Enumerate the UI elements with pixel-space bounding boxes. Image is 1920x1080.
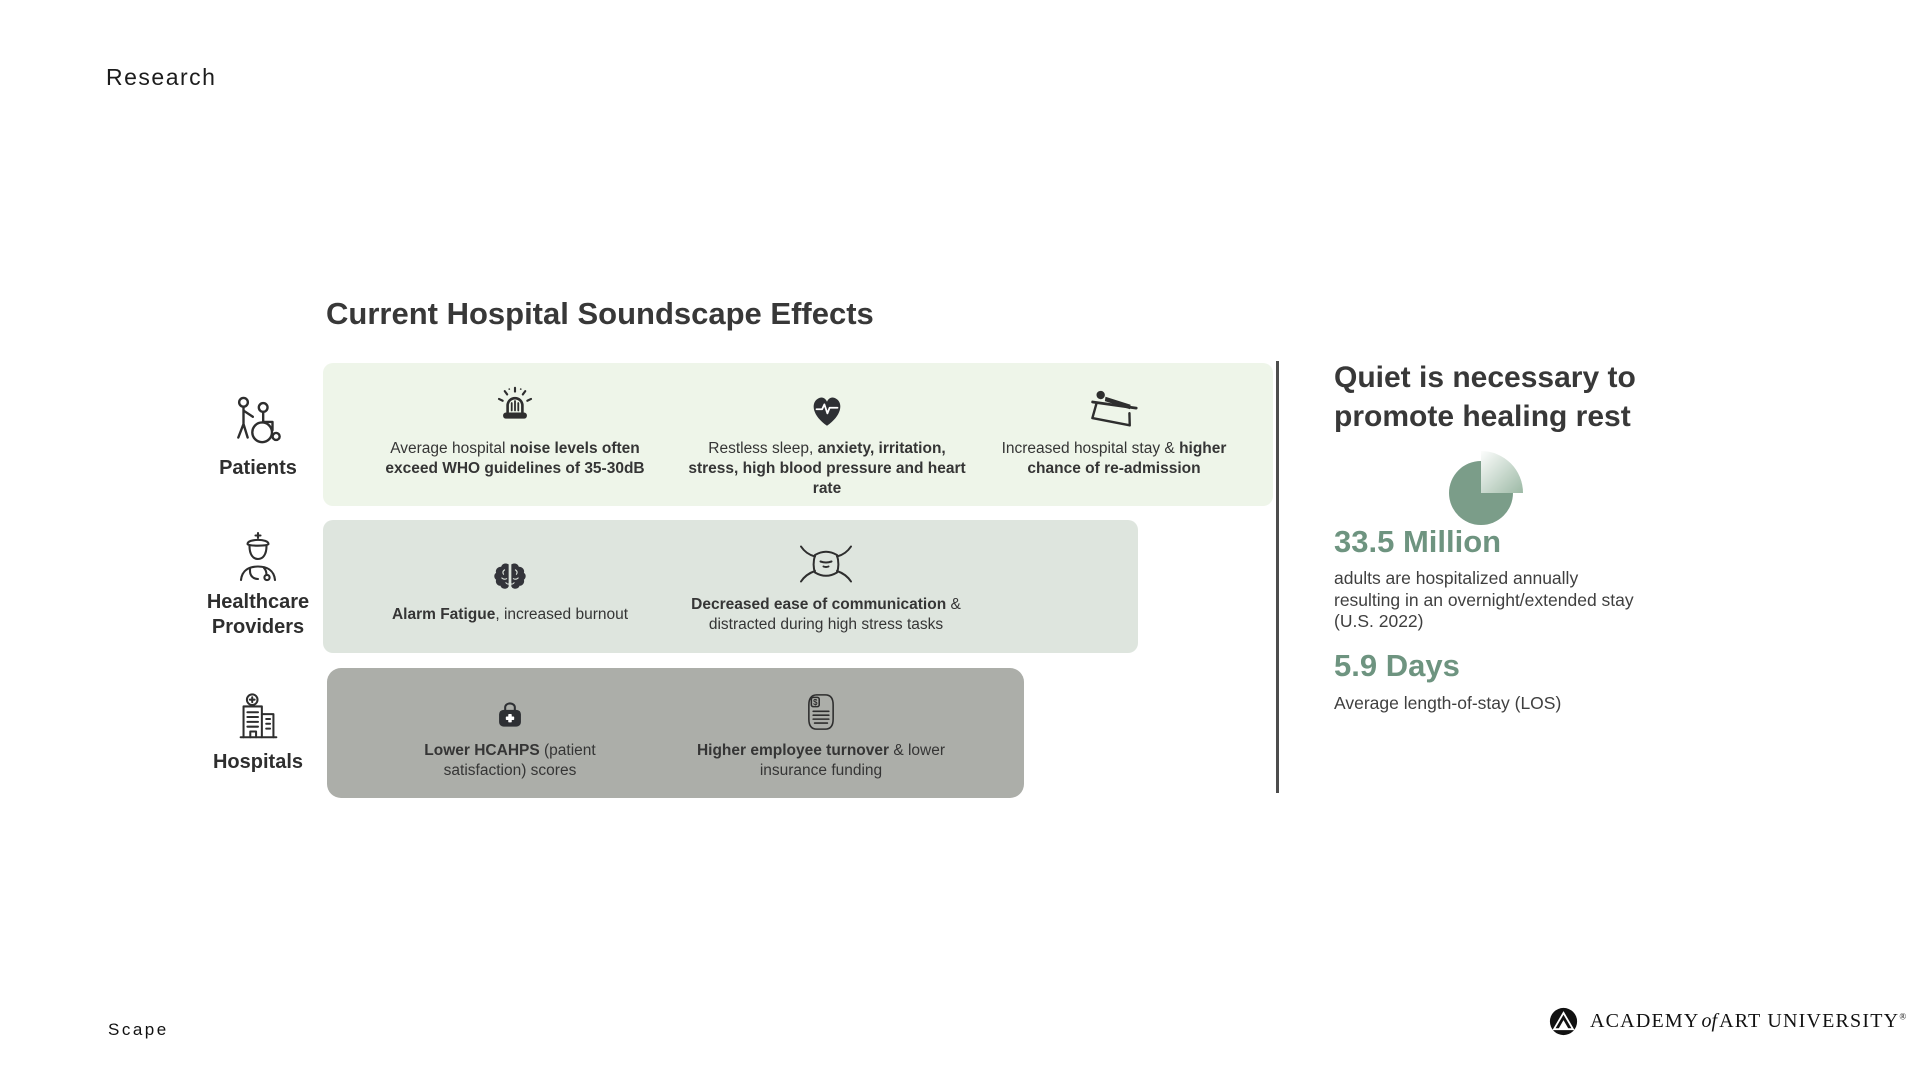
money-document-icon: $	[801, 685, 841, 733]
brain-icon	[491, 549, 529, 597]
effect-text: Increased hospital stay & higher chance …	[1001, 440, 1227, 477]
effect-text: Higher employee turnover & lower insuran…	[696, 742, 946, 779]
hospitals-effects-band: Lower HCAHPS (patient satisfaction) scor…	[327, 668, 1024, 798]
sidebar-heading: Quiet is necessary to promote healing re…	[1334, 361, 1636, 433]
footer-brand-word: Scape	[108, 1020, 169, 1039]
university-logo-text: ACADEMY of ART UNIVERSITY®	[1590, 1010, 1908, 1032]
effect-cell: Lower HCAHPS (patient satisfaction) scor…	[385, 668, 635, 798]
row-label-healthcare-providers: Healthcare Providers	[178, 530, 338, 640]
row-label-hospitals: Hospitals	[186, 690, 330, 775]
stat-value-length-of-stay: 5.9 Days	[1334, 648, 1460, 683]
row-label-text: Hospitals	[212, 751, 304, 773]
patients-effects-band: Average hospital noise levels often exce…	[323, 363, 1273, 506]
diagram-title: Current Hospital Soundscape Effects	[326, 296, 874, 331]
nurse-icon	[230, 530, 286, 586]
heart-pulse-icon	[806, 383, 848, 431]
row-label-text: Patients	[219, 457, 297, 479]
effect-cell: Average hospital noise levels often exce…	[370, 363, 660, 506]
hospital-building-icon	[231, 690, 285, 746]
pie-highlight-slice	[1481, 451, 1523, 493]
stat-value-hospitalized: 33.5 Million	[1334, 524, 1502, 559]
siren-icon	[492, 383, 538, 431]
university-logo: ACADEMY of ART UNIVERSITY®	[1549, 1007, 1907, 1036]
row-label-text: Healthcare Providers	[206, 591, 310, 638]
effect-text: Lower HCAHPS (patient satisfaction) scor…	[424, 742, 596, 779]
effect-text: Restless sleep, anxiety, irritation, str…	[688, 440, 966, 497]
academy-of-art-logo-icon	[1549, 1007, 1578, 1036]
effect-cell: Increased hospital stay & higher chance …	[989, 363, 1239, 506]
hospital-bed-icon	[1086, 383, 1142, 431]
svg-text:$: $	[813, 698, 818, 707]
effect-cell: Alarm Fatigue, increased burnout	[350, 520, 670, 653]
effect-cell: Restless sleep, anxiety, irritation, str…	[687, 363, 967, 506]
effect-cell: Decreased ease of communication & distra…	[671, 520, 981, 653]
page-kicker: Research	[106, 64, 217, 90]
effect-cell: $ Higher employee turnover & lower insur…	[681, 668, 961, 798]
stat-desc-hospitalized: adults are hospitalized annually resulti…	[1334, 568, 1634, 631]
wheelchair-patient-icon	[229, 394, 287, 452]
row-label-patients: Patients	[188, 394, 328, 481]
effect-text: Decreased ease of communication & distra…	[691, 595, 961, 633]
section-divider	[1276, 361, 1279, 793]
effect-text: Average hospital noise levels often exce…	[385, 440, 645, 477]
effect-text: Alarm Fatigue, increased burnout	[391, 605, 629, 623]
medical-bag-icon	[492, 685, 528, 733]
providers-effects-band: Alarm Fatigue, increased burnout Decreas…	[323, 520, 1138, 653]
stat-desc-length-of-stay: Average length-of-stay (LOS)	[1334, 693, 1562, 713]
quarter-pie-chart	[1441, 446, 1527, 532]
face-mask-icon	[796, 539, 856, 587]
